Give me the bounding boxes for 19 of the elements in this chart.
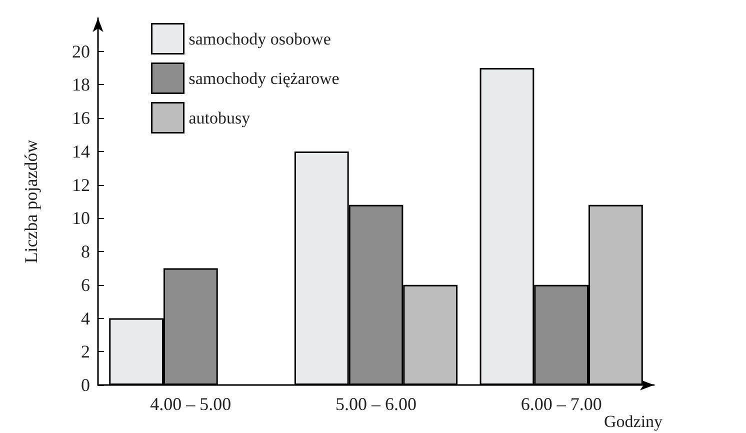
y-tick-label: 0 bbox=[81, 375, 90, 395]
x-tick-label: 6.00 – 7.00 bbox=[520, 394, 602, 414]
y-tick-label: 6 bbox=[81, 274, 90, 295]
y-tick-label: 2 bbox=[81, 342, 90, 362]
legend-label: samochody osobowe bbox=[188, 29, 331, 48]
y-axis-title: Liczba pojazdów bbox=[21, 140, 41, 264]
x-tick-label: 4.00 – 5.00 bbox=[150, 394, 232, 414]
y-tick-label: 10 bbox=[72, 208, 90, 228]
y-tick-label: 4 bbox=[81, 308, 90, 328]
y-tick-label: 20 bbox=[72, 41, 90, 62]
y-tick-label: 14 bbox=[72, 141, 90, 162]
x-axis-title: Godziny bbox=[604, 412, 664, 431]
legend-label: autobusy bbox=[188, 108, 251, 128]
legend-label: samochody ciężarowe bbox=[188, 68, 340, 88]
y-tick-label: 8 bbox=[81, 242, 90, 262]
y-tick-label: 16 bbox=[72, 108, 90, 128]
y-tick-label: 12 bbox=[72, 174, 90, 195]
y-tick-label: 18 bbox=[72, 74, 90, 95]
x-tick-label: 5.00 – 6.00 bbox=[336, 394, 416, 414]
